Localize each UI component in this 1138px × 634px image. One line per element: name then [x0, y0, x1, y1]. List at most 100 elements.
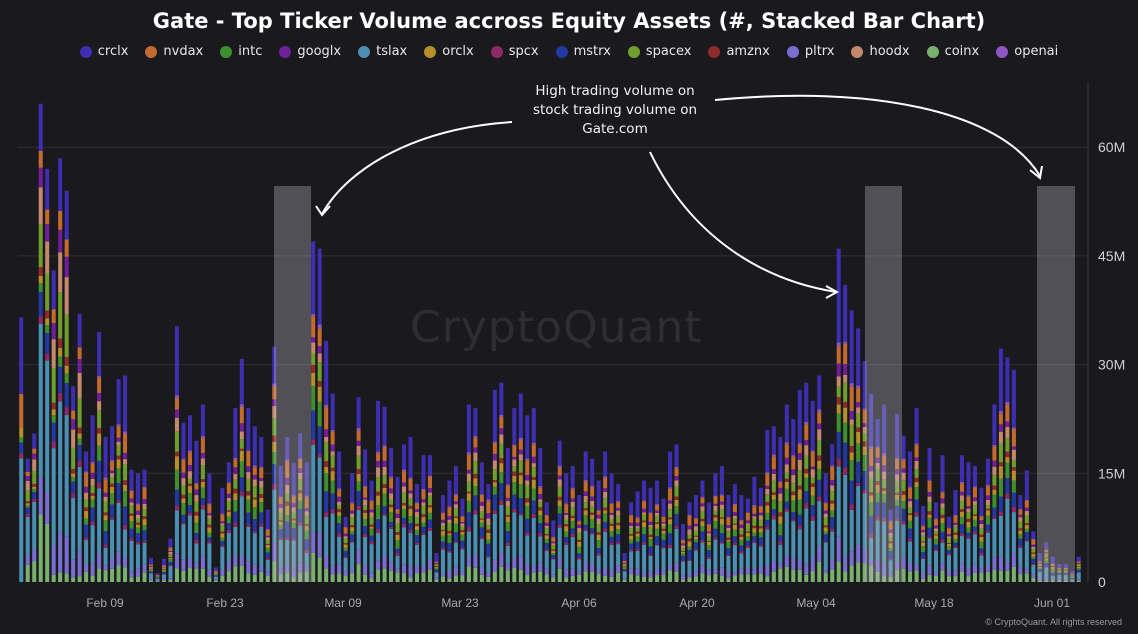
- bar-147[interactable]: [972, 466, 977, 582]
- bar-109[interactable]: [726, 495, 731, 582]
- bar-10[interactable]: [84, 451, 89, 582]
- bar-141[interactable]: [934, 502, 939, 582]
- bar-105[interactable]: [700, 480, 705, 582]
- bar-92[interactable]: [616, 484, 621, 582]
- bar-17[interactable]: [129, 469, 134, 582]
- bar-30[interactable]: [213, 567, 218, 582]
- bar-81[interactable]: [544, 502, 549, 582]
- bar-31[interactable]: [220, 487, 225, 582]
- bar-68[interactable]: [460, 498, 465, 582]
- bar-151[interactable]: [998, 348, 1003, 582]
- bar-137[interactable]: [908, 451, 913, 582]
- bar-83[interactable]: [557, 440, 562, 582]
- bar-49[interactable]: [337, 451, 342, 582]
- bar-36[interactable]: [252, 426, 257, 582]
- bar-140[interactable]: [927, 447, 932, 582]
- bar-64[interactable]: [434, 553, 439, 582]
- bar-63[interactable]: [427, 455, 432, 582]
- bar-18[interactable]: [136, 473, 141, 582]
- bar-120[interactable]: [797, 389, 802, 582]
- legend-item-orclx[interactable]: orclx: [424, 44, 474, 59]
- bar-20[interactable]: [148, 558, 154, 582]
- legend-item-amznx[interactable]: amznx: [708, 44, 770, 59]
- bar-25[interactable]: [181, 422, 186, 582]
- bar-144[interactable]: [953, 489, 958, 582]
- bar-145[interactable]: [959, 455, 964, 582]
- legend-item-intc[interactable]: intc: [220, 44, 262, 59]
- bar-46[interactable]: [317, 248, 322, 582]
- bar-101[interactable]: [674, 444, 679, 582]
- bar-100[interactable]: [668, 451, 673, 582]
- bar-139[interactable]: [921, 505, 926, 582]
- bar-161[interactable]: [1063, 563, 1068, 582]
- bar-13[interactable]: [103, 437, 108, 582]
- bar-15[interactable]: [116, 379, 121, 582]
- bar-142[interactable]: [940, 455, 945, 582]
- bar-108[interactable]: [719, 466, 724, 582]
- bar-51[interactable]: [350, 473, 355, 582]
- bar-127[interactable]: [843, 284, 848, 582]
- bar-41[interactable]: [285, 437, 290, 582]
- bar-102[interactable]: [680, 524, 686, 582]
- bar-82[interactable]: [551, 520, 556, 582]
- bar-67[interactable]: [453, 466, 458, 582]
- bar-29[interactable]: [207, 473, 212, 582]
- bar-123[interactable]: [817, 375, 822, 582]
- bar-130[interactable]: [862, 360, 867, 582]
- bar-77[interactable]: [518, 393, 523, 582]
- bar-58[interactable]: [395, 476, 400, 582]
- bar-126[interactable]: [836, 248, 841, 582]
- legend-item-nvdax[interactable]: nvdax: [145, 44, 203, 59]
- bar-24[interactable]: [174, 326, 179, 582]
- bar-107[interactable]: [713, 473, 718, 582]
- bar-133[interactable]: [882, 404, 887, 582]
- bar-89[interactable]: [596, 480, 601, 582]
- bar-7[interactable]: [64, 190, 69, 582]
- bar-117[interactable]: [778, 437, 783, 582]
- bar-43[interactable]: [298, 433, 303, 582]
- bar-114[interactable]: [758, 487, 763, 582]
- bar-158[interactable]: [1044, 542, 1049, 582]
- bar-39[interactable]: [272, 346, 277, 582]
- bar-104[interactable]: [693, 495, 698, 582]
- bar-70[interactable]: [473, 408, 478, 582]
- bar-119[interactable]: [791, 418, 796, 582]
- legend-item-coinx[interactable]: coinx: [926, 44, 979, 59]
- bar-129[interactable]: [856, 328, 861, 582]
- bar-19[interactable]: [142, 469, 147, 582]
- bar-112[interactable]: [745, 498, 750, 582]
- legend-item-crclx[interactable]: crclx: [79, 44, 128, 59]
- legend-item-openai[interactable]: openai: [996, 44, 1058, 59]
- bar-28[interactable]: [200, 404, 205, 582]
- bar-57[interactable]: [389, 447, 394, 582]
- bar-99[interactable]: [661, 498, 666, 582]
- bar-60[interactable]: [408, 437, 413, 582]
- bar-37[interactable]: [259, 437, 264, 582]
- bar-134[interactable]: [888, 509, 893, 582]
- bar-12[interactable]: [97, 332, 102, 582]
- bar-87[interactable]: [583, 451, 588, 582]
- bar-69[interactable]: [466, 404, 471, 582]
- bar-159[interactable]: [1050, 556, 1055, 582]
- bar-40[interactable]: [278, 466, 283, 582]
- bar-65[interactable]: [440, 495, 445, 582]
- bar-3[interactable]: [38, 103, 43, 582]
- bar-8[interactable]: [71, 386, 76, 582]
- bar-132[interactable]: [875, 418, 880, 582]
- bar-113[interactable]: [752, 476, 757, 582]
- bar-80[interactable]: [538, 447, 543, 582]
- bar-143[interactable]: [946, 516, 952, 582]
- bar-110[interactable]: [732, 484, 737, 582]
- bar-78[interactable]: [525, 415, 530, 582]
- bar-79[interactable]: [531, 408, 536, 582]
- bar-128[interactable]: [849, 310, 854, 582]
- bar-155[interactable]: [1024, 470, 1029, 582]
- bar-106[interactable]: [706, 502, 711, 582]
- bar-11[interactable]: [90, 415, 95, 582]
- bar-154[interactable]: [1018, 495, 1023, 582]
- bar-153[interactable]: [1011, 369, 1016, 582]
- bar-62[interactable]: [421, 455, 426, 582]
- bar-73[interactable]: [492, 389, 497, 582]
- bar-38[interactable]: [265, 509, 270, 582]
- bar-85[interactable]: [570, 466, 575, 582]
